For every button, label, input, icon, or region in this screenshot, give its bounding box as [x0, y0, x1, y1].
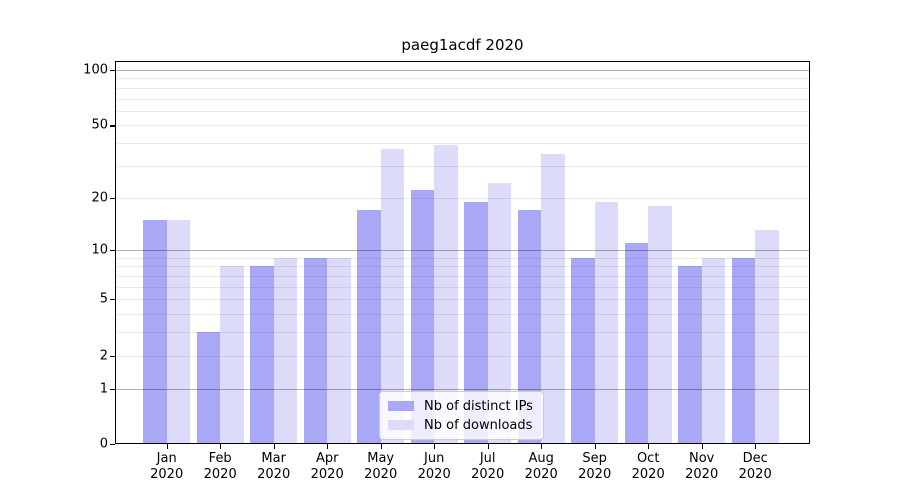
bar-downloads-nov: [701, 257, 726, 443]
legend-swatch-downloads: [388, 420, 414, 430]
gridline: [115, 275, 810, 277]
x-axis-tick: [487, 444, 489, 449]
gridline: [115, 143, 810, 145]
x-axis-tick-label: Sep 2020: [578, 451, 612, 482]
bar-distinct-ips-sep: [571, 257, 595, 443]
gridline: [115, 250, 810, 252]
bar-downloads-mar: [273, 257, 298, 443]
gridline: [115, 110, 810, 112]
y-axis-tick: [110, 250, 115, 252]
y-axis-tick: [110, 299, 115, 301]
gridline: [115, 87, 810, 89]
bar-downloads-apr: [327, 257, 351, 443]
plot-area: [115, 61, 810, 444]
y-axis-tick-label: 0: [99, 436, 108, 452]
y-axis-tick: [110, 125, 115, 127]
bar-downloads-jan: [166, 219, 191, 443]
x-axis-tick-label: Nov 2020: [685, 451, 719, 482]
x-axis-tick-label: Jul 2020: [471, 451, 505, 482]
bar-downloads-feb: [220, 266, 244, 443]
x-axis-tick: [220, 444, 222, 449]
chart-title: paeg1acdf 2020: [401, 36, 524, 54]
bar-downloads-jun: [434, 145, 458, 443]
legend-item: Nb of distinct IPs: [388, 398, 533, 414]
x-axis-tick: [380, 444, 382, 449]
x-axis-tick: [434, 444, 436, 449]
bar-distinct-ips-feb: [196, 332, 221, 443]
gridline: [115, 165, 810, 167]
gridline: [115, 332, 810, 334]
bar-downloads-oct: [648, 205, 672, 443]
x-axis-tick: [327, 444, 329, 449]
bar-distinct-ips-jan: [143, 219, 167, 443]
gridline: [115, 98, 810, 100]
bar-distinct-ips-apr: [303, 257, 328, 443]
bar-distinct-ips-dec: [731, 257, 756, 443]
gridline: [115, 69, 810, 71]
bar-distinct-ips-aug: [517, 210, 542, 443]
x-axis-tick-label: Dec 2020: [738, 451, 772, 482]
x-axis-tick-label: Aug 2020: [524, 451, 558, 482]
x-axis-tick: [701, 444, 703, 449]
x-axis-tick-label: Jan 2020: [150, 451, 184, 482]
bar-downloads-jul: [487, 183, 512, 443]
gridline: [115, 299, 810, 301]
y-axis-tick: [110, 69, 115, 72]
y-axis-tick: [110, 197, 115, 199]
gridline: [115, 125, 810, 127]
grid-layer: [115, 61, 810, 444]
x-axis-tick-label: May 2020: [364, 451, 398, 482]
y-axis-tick-label: 10: [91, 242, 108, 258]
x-axis-tick: [273, 444, 275, 449]
gridline: [115, 314, 810, 316]
bar-distinct-ips-jun: [410, 190, 435, 443]
bar-distinct-ips-jul: [464, 201, 488, 443]
x-axis-tick: [541, 444, 543, 449]
x-axis-tick: [648, 444, 650, 449]
gridline: [115, 286, 810, 288]
x-axis-tick-label: Apr 2020: [310, 451, 344, 482]
y-axis-tick: [110, 388, 115, 390]
gridline: [115, 355, 810, 357]
bar-downloads-sep: [594, 201, 619, 443]
bar-distinct-ips-may: [357, 210, 381, 443]
legend-item: Nb of downloads: [388, 417, 533, 433]
bar-downloads-aug: [541, 153, 565, 443]
gridline: [115, 78, 810, 80]
gridline: [115, 266, 810, 268]
x-axis-tick: [594, 444, 596, 449]
y-axis-tick-label: 2: [99, 348, 108, 364]
y-axis-tick: [110, 444, 115, 446]
bar-distinct-ips-mar: [250, 266, 274, 443]
y-axis-tick-label: 20: [91, 190, 108, 206]
x-axis-tick: [755, 444, 757, 449]
legend-swatch-distinct-ips: [388, 401, 414, 411]
bar-downloads-may: [380, 149, 405, 443]
x-axis-tick-label: Oct 2020: [631, 451, 665, 482]
y-axis-tick-label: 100: [83, 62, 108, 78]
y-axis-tick-label: 50: [91, 117, 108, 133]
y-axis-tick-label: 5: [99, 291, 108, 307]
y-axis-tick: [110, 355, 115, 357]
legend-label: Nb of distinct IPs: [424, 398, 533, 414]
bar-downloads-dec: [755, 230, 779, 443]
legend: Nb of distinct IPs Nb of downloads: [379, 391, 544, 440]
gridline: [115, 257, 810, 259]
plot-border: [115, 61, 810, 444]
y-axis-tick-label: 1: [99, 381, 108, 396]
bar-distinct-ips-nov: [678, 266, 702, 443]
x-axis-tick: [166, 444, 168, 449]
gridline: [115, 197, 810, 199]
gridline: [115, 388, 810, 390]
x-axis-tick-label: Feb 2020: [203, 451, 237, 482]
bar-distinct-ips-oct: [624, 242, 649, 443]
bar-layer: [115, 61, 810, 444]
x-axis-tick-label: Mar 2020: [257, 451, 291, 482]
x-axis-tick-label: Jun 2020: [417, 451, 451, 482]
legend-label: Nb of downloads: [424, 417, 533, 433]
